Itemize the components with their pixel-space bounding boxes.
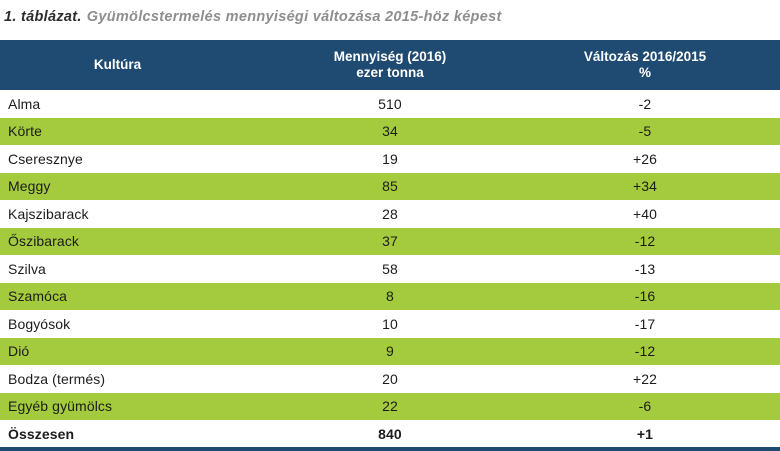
- row-valtozas: +22: [632, 370, 658, 387]
- table-title-text: Gyümölcstermelés mennyiségi változása 20…: [86, 9, 502, 25]
- row-mennyiseg: 510: [378, 95, 402, 112]
- row-valtozas: +40: [632, 205, 658, 222]
- col-header-valtozas-sub: %: [638, 65, 651, 80]
- col-header-valtozas: Változás 2016/2015 %: [545, 49, 780, 81]
- row-valtozas: -16: [634, 288, 656, 305]
- table-row: Szamóca 8 -16: [0, 282, 780, 310]
- table-row: Cseresznye 19 +26: [0, 145, 780, 173]
- table-title-number: 1. táblázat.: [4, 9, 82, 25]
- row-mennyiseg: 28: [382, 205, 398, 222]
- table-row: Őszibarack 37 -12: [0, 227, 780, 255]
- table-row: Egyéb gyümölcs 22 -6: [0, 392, 780, 420]
- col-header-kultura-label: Kultúra: [93, 57, 142, 72]
- row-mennyiseg: 37: [382, 233, 398, 250]
- row-mennyiseg: 20: [382, 370, 398, 387]
- table-row: Dió 9 -12: [0, 337, 780, 365]
- row-mennyiseg: 22: [382, 398, 398, 415]
- table-row: Meggy 85 +34: [0, 172, 780, 200]
- row-kultura: Dió: [8, 343, 30, 360]
- row-mennyiseg: 19: [382, 150, 398, 167]
- table-row: Bogyósok 10 -17: [0, 310, 780, 338]
- table-title: 1. táblázat. Gyümölcstermelés mennyiségi …: [0, 0, 780, 25]
- table-row: Alma 510 -2: [0, 90, 780, 118]
- row-kultura: Bodza (termés): [8, 370, 106, 387]
- row-kultura: Cseresznye: [8, 150, 83, 167]
- row-mennyiseg: 8: [386, 288, 394, 305]
- row-mennyiseg: 9: [386, 343, 394, 360]
- total-valtozas: +1: [636, 425, 654, 442]
- col-header-mennyiseg-label: Mennyiség (2016): [333, 49, 447, 64]
- row-kultura: Őszibarack: [8, 233, 80, 250]
- row-kultura: Meggy: [8, 178, 51, 195]
- row-valtozas: -13: [634, 260, 656, 277]
- row-kultura: Bogyósok: [8, 315, 71, 332]
- row-mennyiseg: 58: [382, 260, 398, 277]
- row-kultura: Alma: [8, 95, 41, 112]
- total-kultura: Összesen: [8, 425, 75, 442]
- col-header-valtozas-label: Változás 2016/2015: [583, 49, 707, 64]
- row-kultura: Kajszibarack: [8, 205, 89, 222]
- row-valtozas: -12: [634, 233, 656, 250]
- col-header-mennyiseg-sub: ezer tonna: [356, 65, 424, 80]
- total-mennyiseg: 840: [378, 425, 402, 442]
- row-mennyiseg: 85: [382, 178, 398, 195]
- col-header-kultura: Kultúra: [0, 57, 235, 73]
- row-kultura: Szilva: [8, 260, 46, 277]
- table-header-row: Kultúra Mennyiség (2016) ezer tonna Vált…: [0, 40, 780, 90]
- fruit-production-table: Kultúra Mennyiség (2016) ezer tonna Vált…: [0, 40, 780, 448]
- row-kultura: Egyéb gyümölcs: [8, 398, 113, 415]
- row-valtozas: -12: [634, 343, 656, 360]
- col-header-mennyiseg: Mennyiség (2016) ezer tonna: [235, 49, 545, 81]
- table-row: Bodza (termés) 20 +22: [0, 365, 780, 393]
- row-kultura: Körte: [8, 123, 42, 140]
- row-valtozas: -2: [638, 95, 652, 112]
- table-row: Körte 34 -5: [0, 117, 780, 145]
- row-mennyiseg: 34: [382, 123, 398, 140]
- row-valtozas: -6: [638, 398, 652, 415]
- row-mennyiseg: 10: [382, 315, 398, 332]
- table-row: Szilva 58 -13: [0, 255, 780, 283]
- table-total-row: Összesen 840 +1: [0, 420, 780, 448]
- row-kultura: Szamóca: [8, 288, 68, 305]
- row-valtozas: +34: [632, 178, 658, 195]
- row-valtozas: -17: [634, 315, 656, 332]
- table-row: Kajszibarack 28 +40: [0, 200, 780, 228]
- row-valtozas: +26: [632, 150, 658, 167]
- row-valtozas: -5: [638, 123, 652, 140]
- table-bottom-rule: [0, 447, 780, 451]
